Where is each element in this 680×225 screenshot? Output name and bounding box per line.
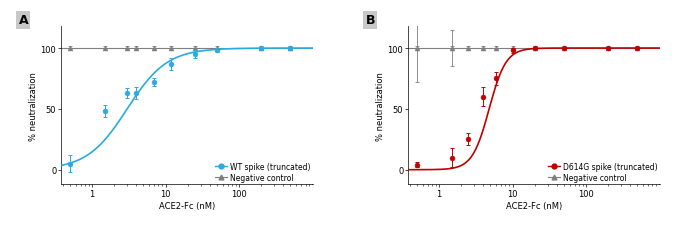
Legend: WT spike (truncated), Negative control: WT spike (truncated), Negative control <box>216 162 310 182</box>
Text: A: A <box>18 14 28 27</box>
Y-axis label: % neutralization: % neutralization <box>376 72 385 140</box>
Legend: D614G spike (truncated), Negative control: D614G spike (truncated), Negative contro… <box>548 162 658 182</box>
Text: B: B <box>365 14 375 27</box>
Y-axis label: % neutralization: % neutralization <box>29 72 38 140</box>
X-axis label: ACE2-Fc (nM): ACE2-Fc (nM) <box>506 201 562 210</box>
X-axis label: ACE2-Fc (nM): ACE2-Fc (nM) <box>159 201 215 210</box>
